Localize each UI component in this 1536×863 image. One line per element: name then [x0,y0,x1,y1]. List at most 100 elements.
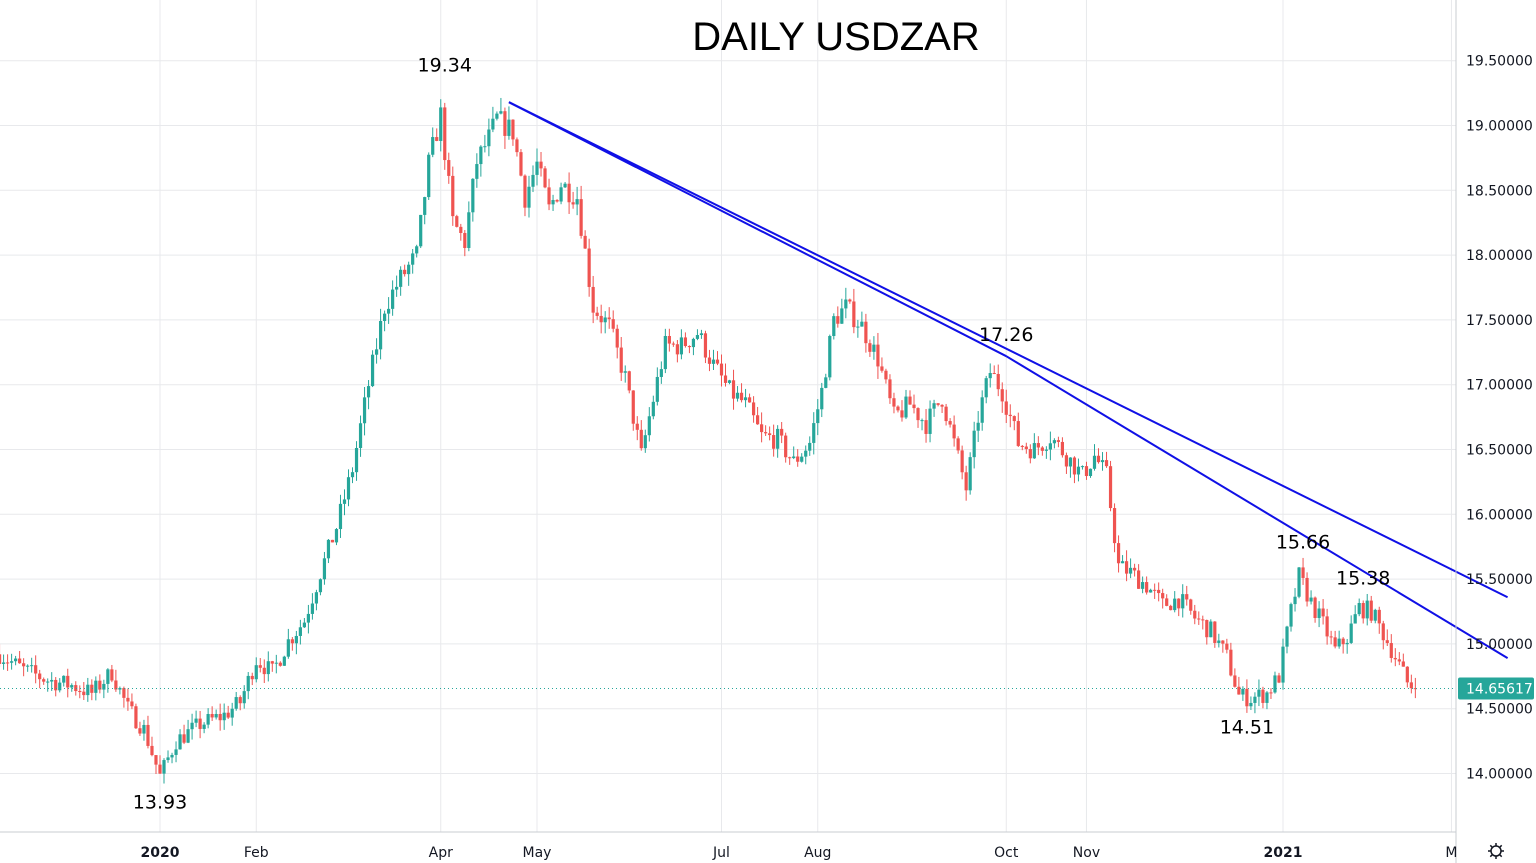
candle-body [551,200,555,205]
candle-body [563,183,567,188]
candle-body [908,396,912,405]
trendline[interactable] [508,101,1007,358]
candle [1020,444,1024,451]
price-tick-label: 17.00000 [1466,378,1533,394]
candle [250,672,254,686]
candle [1237,676,1241,695]
candle-body [663,335,667,370]
candle [1056,436,1060,448]
candle [1189,598,1193,615]
trendline[interactable] [1005,355,1509,660]
candle-body [988,373,992,379]
candle-body [162,760,166,774]
candle [383,310,387,332]
candle [675,340,679,363]
candle-body [206,714,210,725]
candle-body [186,729,190,743]
time-axis-labels[interactable]: 2020 Feb Apr May Jul Aug Oct Nov 2021 M [141,845,1458,861]
candle-body [1012,416,1016,422]
candle-body [1341,638,1345,645]
candle-body [1044,449,1048,451]
candle [743,388,748,408]
candle [1333,630,1337,649]
candle-body [567,183,571,203]
candle-body [631,390,635,424]
candle-body [952,424,956,439]
candle [772,424,776,457]
candle [126,688,130,711]
candle-body [607,317,611,320]
candle-body [26,665,30,667]
candle [1153,583,1157,599]
candle [190,713,194,740]
candle [583,230,587,249]
candle-body [900,410,904,418]
candle [1217,633,1221,648]
candle [1173,591,1177,613]
candle [58,678,62,693]
candle [719,354,724,387]
candle-body [1120,561,1125,564]
candle-body [166,757,170,761]
candle [1096,448,1101,464]
candle-body [1369,600,1373,621]
candle [1409,674,1413,694]
candle [1149,588,1153,593]
candle-body [1313,597,1317,618]
candle-body [334,529,339,543]
candle-body [86,684,90,696]
candle [539,151,543,177]
candle-body [699,333,704,336]
price-annotations: 19.34 17.26 15.66 15.38 14.51 13.93 [133,54,1391,813]
candle-body [944,406,948,422]
candle [178,729,182,750]
candle [334,527,339,546]
gear-icon[interactable] [1488,843,1504,859]
candle-body [655,376,659,402]
candle [515,137,519,157]
candle-body [535,161,539,175]
candle [294,630,298,655]
candle-body [904,396,908,418]
candle-body [1092,455,1097,469]
candle-body [1145,582,1149,593]
price-axis-labels[interactable]: 19.50000 19.00000 18.50000 18.00000 17.50000… [1466,54,1533,783]
time-tick-label: 2021 [1264,845,1303,861]
candle [1293,588,1297,612]
candle-body [403,269,407,275]
candle [62,675,66,687]
candle [511,119,515,146]
candle [1369,595,1373,624]
candle [1241,686,1245,701]
candle-body [395,286,399,290]
candle-body [848,299,852,302]
candle-body [511,119,515,140]
candle [194,710,198,728]
candle [18,651,22,664]
candle [451,166,455,226]
candle-body [1269,692,1273,694]
trendline[interactable] [508,101,1509,599]
candle [118,686,122,695]
candle [246,672,250,700]
candle [587,238,591,297]
candle-body [158,764,162,774]
candle [286,628,290,659]
candle [888,374,892,404]
candle [82,681,86,700]
candle [1080,465,1085,470]
candle-body [58,682,62,691]
candle-body [1217,640,1221,643]
candle [419,214,423,249]
candle [330,539,335,543]
candle-body [1016,421,1020,446]
candle-body [1197,618,1201,620]
candle-body [1385,640,1389,644]
candle [1285,625,1289,654]
candle [198,710,202,739]
candle-body [860,321,864,327]
candle [350,467,355,484]
current-price-label: 14.65617 [1458,677,1534,700]
candle [370,350,375,388]
candle [824,373,828,389]
